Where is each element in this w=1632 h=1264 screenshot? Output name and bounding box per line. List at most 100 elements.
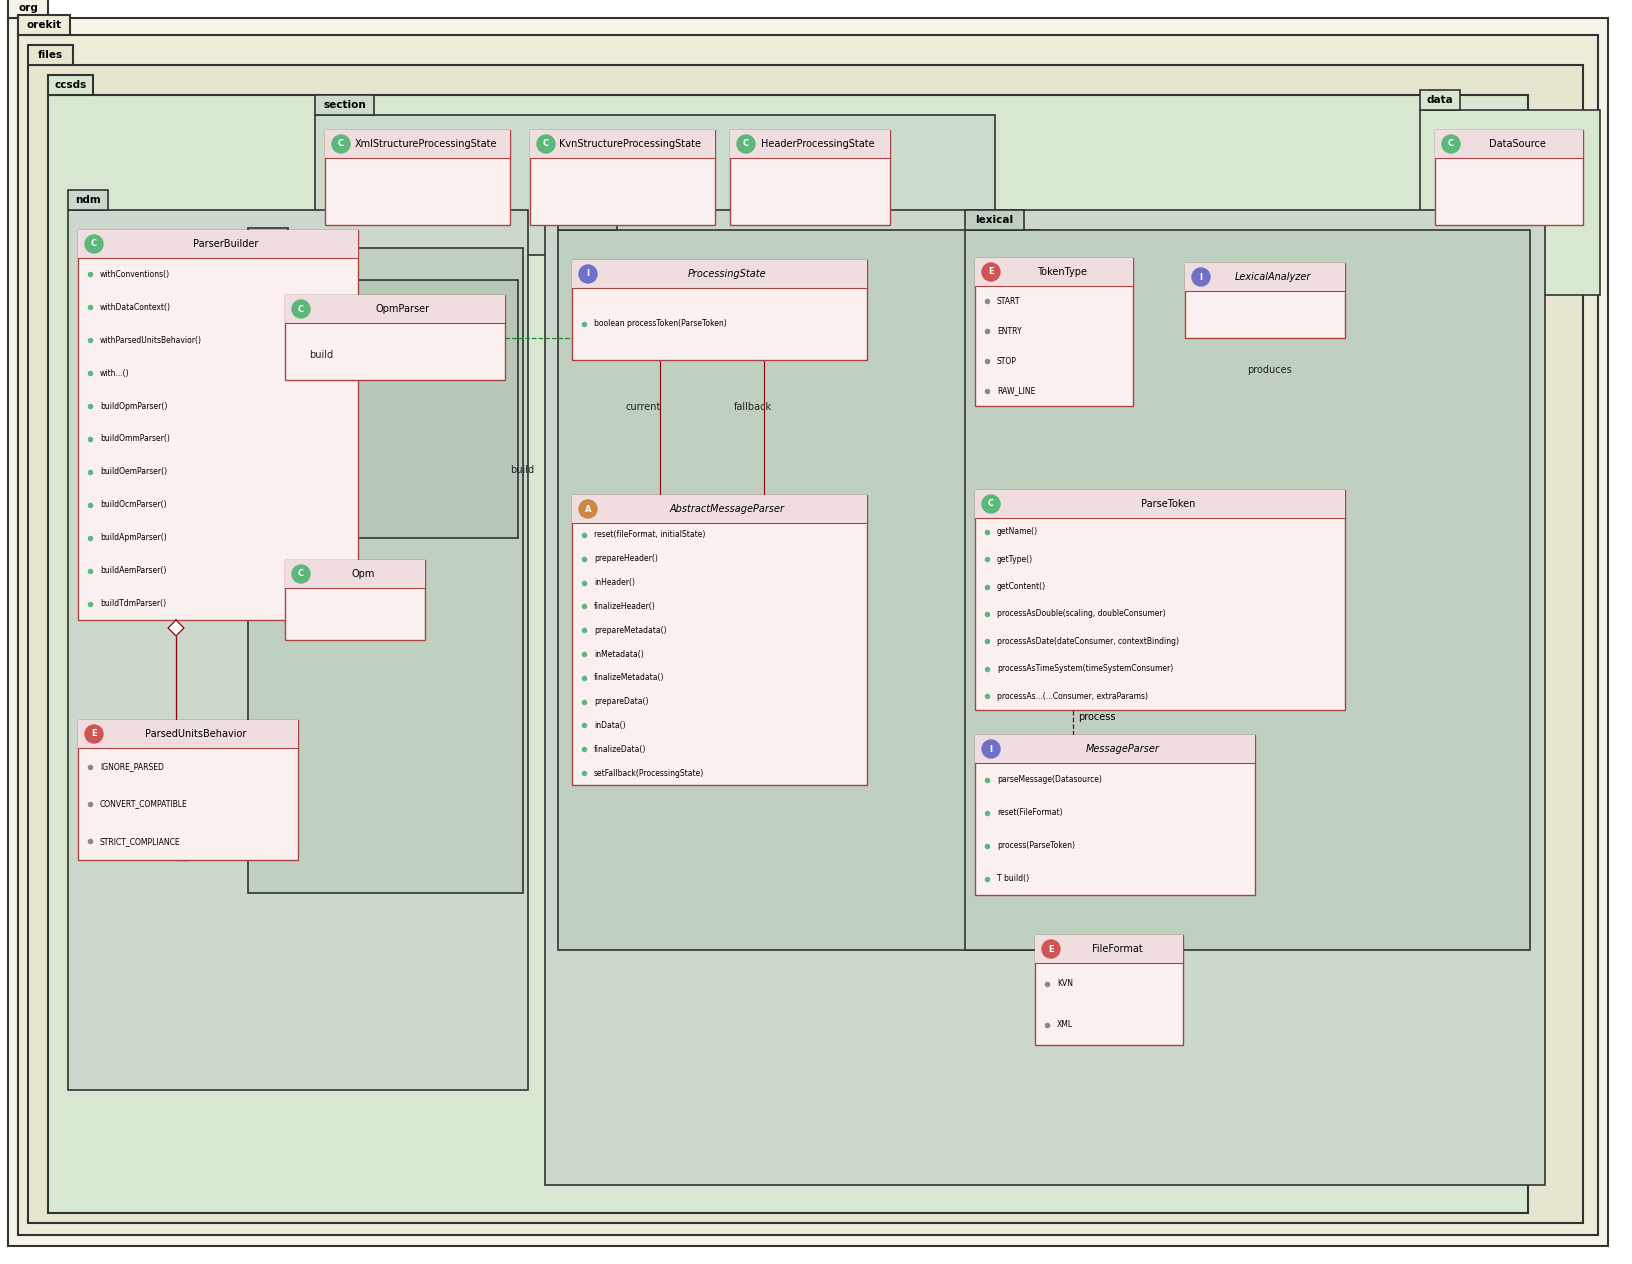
Bar	[325, 130, 509, 225]
Bar	[286, 560, 424, 588]
Bar	[545, 190, 589, 210]
Circle shape	[981, 495, 999, 513]
Text: finalizeHeader(): finalizeHeader()	[594, 602, 656, 611]
Bar	[325, 130, 509, 158]
Text: C: C	[91, 239, 96, 249]
Bar	[1035, 935, 1182, 963]
Circle shape	[85, 726, 103, 743]
Text: I: I	[586, 269, 589, 278]
Circle shape	[1441, 135, 1459, 153]
Text: HeaderProcessingState: HeaderProcessingState	[761, 139, 875, 149]
Bar	[558, 210, 617, 230]
Bar	[974, 490, 1345, 518]
Text: E: E	[1048, 944, 1053, 953]
Circle shape	[292, 300, 310, 319]
Bar	[571, 495, 867, 523]
Text: ndm: ndm	[75, 195, 101, 205]
Bar	[530, 130, 715, 158]
Text: XML: XML	[1056, 1020, 1072, 1029]
Text: section: section	[323, 100, 366, 110]
Text: LexicalAnalyzer: LexicalAnalyzer	[1234, 272, 1310, 282]
Text: withConventions(): withConventions()	[100, 270, 170, 279]
Bar	[730, 130, 889, 158]
Text: lexical: lexical	[974, 215, 1013, 225]
Bar	[269, 260, 310, 281]
Bar	[1420, 110, 1599, 295]
Text: DataSource: DataSource	[1488, 139, 1544, 149]
Text: buildApmParser(): buildApmParser()	[100, 533, 166, 542]
Bar	[530, 130, 715, 225]
Text: OpmParser: OpmParser	[375, 305, 429, 313]
Text: org: org	[18, 3, 38, 13]
Text: produces: produces	[1247, 365, 1291, 375]
Bar	[965, 230, 1529, 951]
Text: prepareMetadata(): prepareMetadata()	[594, 626, 666, 635]
Bar	[974, 258, 1133, 286]
Bar	[78, 720, 297, 860]
Text: build: build	[509, 465, 534, 475]
Text: processAsDouble(scaling, doubleConsumer): processAsDouble(scaling, doubleConsumer)	[997, 609, 1165, 618]
Bar	[78, 230, 357, 258]
Bar	[1185, 263, 1345, 337]
Circle shape	[537, 135, 555, 153]
Circle shape	[1041, 940, 1059, 958]
Text: C: C	[297, 305, 304, 313]
Text: parsing: parsing	[565, 215, 609, 225]
Circle shape	[736, 135, 754, 153]
Text: inData(): inData()	[594, 720, 625, 729]
Bar	[8, 0, 47, 18]
Text: data: data	[1426, 95, 1452, 105]
Text: MessageParser: MessageParser	[1085, 744, 1159, 755]
Text: current: current	[625, 402, 659, 412]
Text: ParsedUnitsBehavior: ParsedUnitsBehavior	[145, 729, 246, 739]
Text: STRICT_COMPLIANCE: STRICT_COMPLIANCE	[100, 837, 181, 846]
Bar	[571, 495, 867, 785]
Text: withParsedUnitsBehavior(): withParsedUnitsBehavior()	[100, 336, 202, 345]
Text: RAW_LINE: RAW_LINE	[997, 387, 1035, 396]
Text: buildAemParser(): buildAemParser()	[100, 566, 166, 575]
Bar	[545, 210, 1544, 1186]
Text: ProcessingState: ProcessingState	[687, 269, 767, 279]
Text: ENTRY: ENTRY	[997, 326, 1022, 335]
Text: utils: utils	[555, 195, 579, 205]
Text: odm: odm	[255, 233, 281, 243]
Text: Opm: Opm	[351, 569, 374, 579]
Text: finalizeMetadata(): finalizeMetadata()	[594, 674, 664, 683]
Text: buildOpmParser(): buildOpmParser()	[100, 402, 166, 411]
Text: processAsTimeSystem(timeSystemConsumer): processAsTimeSystem(timeSystemConsumer)	[997, 665, 1172, 674]
Bar	[286, 560, 424, 640]
Text: buildOmmParser(): buildOmmParser()	[100, 435, 170, 444]
Text: T build(): T build()	[997, 873, 1028, 884]
Bar	[571, 260, 867, 288]
Text: AbstractMessageParser: AbstractMessageParser	[669, 504, 785, 514]
Circle shape	[85, 235, 103, 253]
Bar	[28, 46, 73, 64]
Text: ParserBuilder: ParserBuilder	[193, 239, 258, 249]
Text: TokenType: TokenType	[1036, 267, 1087, 277]
Text: IGNORE_PARSED: IGNORE_PARSED	[100, 762, 163, 771]
Bar	[1035, 935, 1182, 1045]
Bar	[78, 720, 297, 748]
Circle shape	[1191, 268, 1209, 286]
Bar	[248, 228, 287, 248]
Polygon shape	[168, 621, 184, 636]
Bar	[69, 210, 527, 1090]
Bar	[965, 210, 1023, 230]
Text: C: C	[297, 570, 304, 579]
Text: FileFormat: FileFormat	[1090, 944, 1142, 954]
Text: C: C	[1448, 139, 1452, 148]
Text: buildTdmParser(): buildTdmParser()	[100, 599, 166, 608]
Text: parseMessage(Datasource): parseMessage(Datasource)	[997, 775, 1102, 784]
Circle shape	[981, 263, 999, 281]
Bar	[974, 734, 1255, 895]
Text: ParseToken: ParseToken	[1141, 499, 1195, 509]
Bar	[730, 130, 889, 225]
Text: KvnStructureProcessingState: KvnStructureProcessingState	[560, 139, 702, 149]
Bar	[1435, 130, 1581, 225]
Bar	[1420, 90, 1459, 110]
Text: E: E	[987, 268, 994, 277]
Text: C: C	[542, 139, 548, 148]
Circle shape	[579, 501, 597, 518]
Text: prepareHeader(): prepareHeader()	[594, 554, 658, 564]
Text: inMetadata(): inMetadata()	[594, 650, 643, 659]
